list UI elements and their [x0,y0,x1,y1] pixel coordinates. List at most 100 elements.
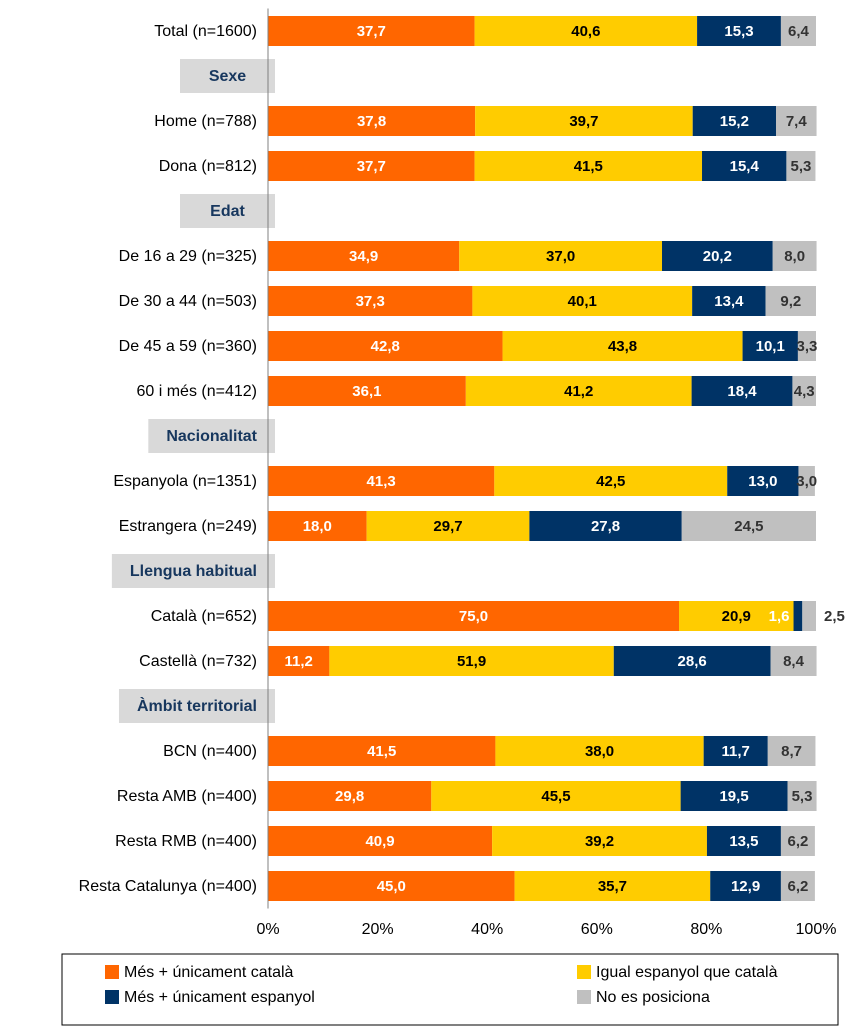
legend-label: Igual espanyol que català [596,964,778,981]
bar-segment [268,106,476,136]
group-header-label: Nacionalitat [166,428,257,445]
bar-segment [780,826,815,856]
value-label: 40,9 [365,833,394,850]
group-header-label: Àmbit territorial [137,696,257,715]
bar-segment [459,241,663,271]
value-label: 8,4 [783,653,805,670]
value-label: 7,4 [786,113,808,130]
value-label: 1,6 [769,608,790,625]
bar-segment [502,331,743,361]
bar-segment [472,286,693,316]
group-header-box [118,689,275,723]
bar-segment [268,601,679,631]
x-tick-label: 80% [690,921,722,938]
bar-segment [431,781,681,811]
legend-swatch [577,990,591,1004]
category-label: Resta AMB (n=400) [117,788,257,805]
legend-swatch [105,965,119,979]
group-header: Àmbit territorial [118,689,275,723]
value-label: 42,5 [596,473,625,490]
value-label: 8,7 [781,743,802,760]
bar-segment [797,331,816,361]
bar-segment [268,736,496,766]
bar-segment [679,601,794,631]
bar-segment [268,286,473,316]
category-label: 60 i més (n=412) [136,383,257,400]
bar-segment [772,241,817,271]
bar-segment [697,16,781,46]
bar-segment [268,826,493,856]
value-label: 9,2 [780,293,801,310]
value-label: 2,5 [824,608,845,625]
bar-segment [268,511,367,541]
category-label: Castellà (n=732) [139,653,257,670]
bar-segment [268,646,330,676]
value-label: 4,3 [794,383,815,400]
value-label: 13,5 [729,833,758,850]
bar-segment [780,871,815,901]
group-header-box [111,554,275,588]
value-label: 27,8 [591,518,620,535]
value-label: 8,0 [784,248,805,265]
x-tick-label: 0% [256,921,279,938]
bar-segment [495,736,704,766]
category-label: Estrangera (n=249) [119,518,257,535]
value-label: 39,7 [569,113,598,130]
bar-segment [780,16,816,46]
bar-segment [494,466,728,496]
value-label: 3,0 [796,473,817,490]
value-label: 40,6 [571,23,600,40]
bar-segment [802,601,816,631]
bar-segment [529,511,682,541]
bar-segment [770,646,817,676]
category-label: De 30 a 44 (n=503) [119,293,257,310]
value-label: 6,2 [787,833,808,850]
bar-segment [692,286,766,316]
category-label: Resta RMB (n=400) [115,833,257,850]
bar-segment [765,286,816,316]
bar-segment [474,151,703,181]
bar-segment [702,151,787,181]
value-label: 5,3 [792,788,813,805]
value-label: 41,5 [574,158,603,175]
bar-segment [767,736,816,766]
group-header: Sexe [180,59,275,93]
category-label: De 45 a 59 (n=360) [119,338,257,355]
bar-segment [787,781,817,811]
bar-segment [465,376,692,406]
category-label: De 16 a 29 (n=325) [119,248,257,265]
value-label: 37,7 [357,23,386,40]
group-header-label: Edat [210,203,245,220]
legend-swatch [577,965,591,979]
bar-segment [727,466,799,496]
value-label: 18,0 [303,518,332,535]
bar-segment [514,871,711,901]
category-label: Dona (n=812) [159,158,257,175]
group-header: Nacionalitat [148,419,275,453]
value-label: 20,2 [703,248,732,265]
value-label: 75,0 [459,608,488,625]
value-label: 37,8 [357,113,386,130]
x-tick-label: 40% [471,921,503,938]
value-label: 10,1 [756,338,785,355]
bar-segment [329,646,614,676]
value-label: 18,4 [727,383,757,400]
value-label: 41,2 [564,383,593,400]
value-label: 15,3 [724,23,753,40]
bar-segment [692,106,776,136]
category-label: BCN (n=400) [163,743,257,760]
value-label: 42,8 [371,338,400,355]
value-label: 29,8 [335,788,364,805]
bar-segment [680,781,788,811]
value-label: 24,5 [734,518,763,535]
value-label: 36,1 [352,383,381,400]
value-label: 38,0 [585,743,614,760]
bar-segment [268,16,475,46]
group-header-label: Llengua habitual [130,563,257,580]
value-label: 19,5 [719,788,748,805]
group-header: Edat [180,194,275,228]
group-header: Llengua habitual [111,554,275,588]
group-header-label: Sexe [209,68,246,85]
group-header-box [180,59,275,93]
